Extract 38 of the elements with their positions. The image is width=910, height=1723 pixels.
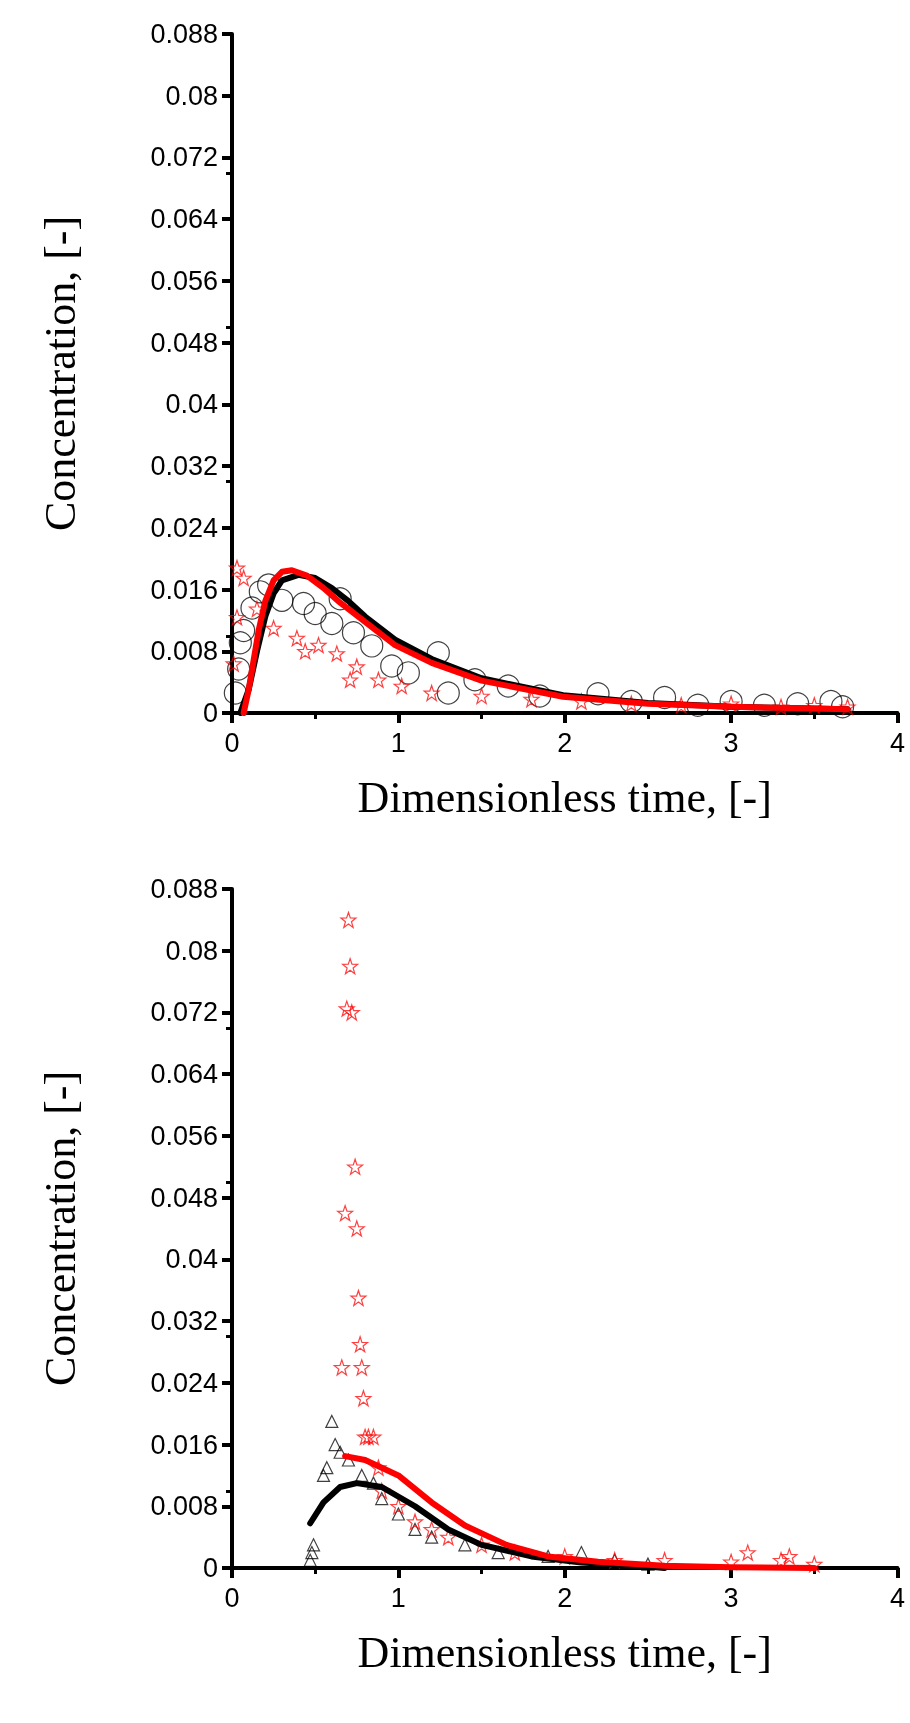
y-tick-label: 0.056 (150, 265, 218, 296)
y-axis-title: Concentration, [-] (35, 215, 85, 532)
y-tick-label: 0 (202, 698, 218, 728)
y-tick-label: 0.008 (150, 1491, 218, 1522)
x-tick-label: 3 (723, 727, 739, 758)
y-tick-label: 0.032 (150, 451, 218, 482)
y-tick-label: 0.072 (150, 142, 218, 173)
y-tick-label: 0.048 (150, 1182, 218, 1213)
x-tick-label: 4 (889, 727, 906, 758)
y-tick-label: 0.032 (150, 1306, 218, 1337)
x-tick-label: 1 (390, 1582, 406, 1613)
y-tick-label: 0.048 (150, 327, 218, 358)
y-tick-label: 0.064 (150, 1059, 218, 1090)
x-tick-label: 0 (224, 1582, 240, 1613)
y-tick-label: 0.056 (150, 1120, 218, 1151)
y-tick-label: 0.008 (150, 636, 218, 667)
x-tick-label: 4 (889, 1582, 906, 1613)
y-tick-label: 0.08 (165, 935, 218, 966)
x-tick-label: 2 (557, 727, 573, 758)
x-axis-title: Dimensionless time, [-] (357, 772, 772, 822)
y-tick-label: 0.016 (150, 1429, 218, 1460)
y-tick-label: 0.08 (165, 80, 218, 111)
y-tick-label: 0.024 (150, 1367, 218, 1398)
x-tick-label: 2 (557, 1582, 573, 1613)
y-tick-label: 0.04 (165, 1244, 218, 1275)
y-tick-label: 0.024 (150, 512, 218, 543)
y-tick-label: 0.016 (150, 574, 218, 605)
y-tick-label: 0.088 (150, 874, 218, 904)
y-tick-label: 0.064 (150, 204, 218, 235)
y-tick-label: 0 (202, 1553, 218, 1583)
y-axis-title: Concentration, [-] (35, 1070, 85, 1387)
y-tick-label: 0.072 (150, 997, 218, 1028)
x-axis-title: Dimensionless time, [-] (357, 1627, 772, 1677)
y-tick-label: 0.088 (150, 19, 218, 49)
y-tick-label: 0.04 (165, 389, 218, 420)
x-tick-label: 3 (723, 1582, 739, 1613)
x-tick-label: 0 (224, 727, 240, 758)
x-tick-label: 1 (390, 727, 406, 758)
